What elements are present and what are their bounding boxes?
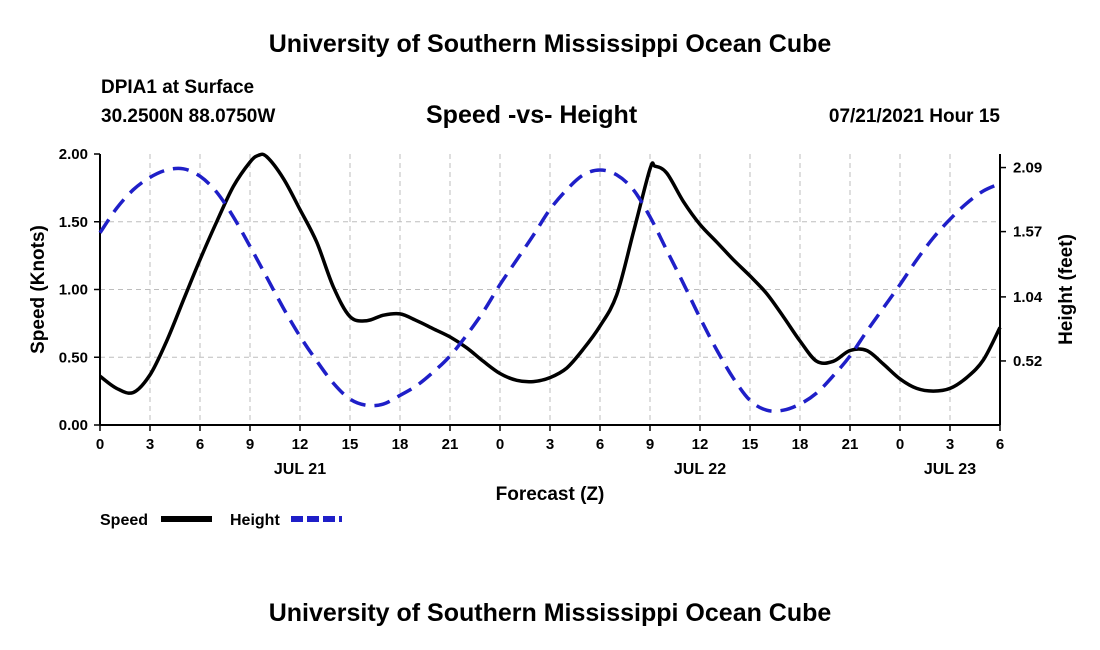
x-tick-label: 3 (946, 436, 954, 453)
x-tick-label: 9 (646, 436, 654, 453)
legend-label-speed: Speed (100, 512, 148, 529)
y-left-tick-label: 0.50 (59, 349, 88, 366)
x-tick-label: 3 (546, 436, 554, 453)
y-left-tick-label: 0.00 (59, 417, 88, 434)
legend-label-height: Height (230, 512, 280, 529)
date-label: JUL 21 (274, 461, 326, 478)
coordinates-label: 30.2500N 88.0750W (101, 106, 276, 127)
series-line-speed (98, 152, 1002, 395)
y-right-axis-label: Height (feet) (1056, 234, 1077, 345)
date-label: JUL 22 (674, 461, 726, 478)
x-tick-label: 6 (196, 436, 204, 453)
x-tick-label: 12 (292, 436, 309, 453)
forecast-date: 07/21/2021 Hour 15 (828, 106, 1000, 127)
x-tick-label: 21 (442, 436, 459, 453)
date-label: JUL 23 (924, 461, 976, 478)
x-tick-label: 15 (742, 436, 759, 453)
x-tick-label: 12 (692, 436, 709, 453)
series-line-height (98, 166, 1001, 413)
x-tick-label: 18 (392, 436, 409, 453)
y-right-tick-label: 1.57 (1013, 224, 1042, 241)
y-left-tick-label: 2.00 (59, 146, 88, 163)
x-tick-label: 15 (342, 436, 359, 453)
x-tick-label: 9 (246, 436, 254, 453)
x-tick-label: 0 (496, 436, 504, 453)
x-tick-label: 3 (146, 436, 154, 453)
x-tick-label: 0 (896, 436, 904, 453)
station-label: DPIA1 at Surface (101, 77, 255, 98)
y-right-tick-label: 2.09 (1013, 160, 1042, 177)
y-left-tick-label: 1.00 (59, 282, 88, 299)
x-tick-label: 6 (996, 436, 1004, 453)
y-left-tick-label: 1.50 (59, 214, 88, 231)
x-axis-label: Forecast (Z) (496, 484, 605, 505)
y-right-tick-label: 0.52 (1013, 353, 1042, 370)
chart-subtitle: Speed -vs- Height (426, 101, 638, 129)
page-title: University of Southern Mississippi Ocean… (268, 30, 832, 58)
x-tick-label: 18 (792, 436, 809, 453)
footer-title: University of Southern Mississippi Ocean… (268, 599, 832, 627)
x-tick-label: 6 (596, 436, 604, 453)
y-left-axis-label: Speed (Knots) (28, 225, 49, 354)
y-right-tick-label: 1.04 (1013, 289, 1043, 306)
x-tick-label: 21 (842, 436, 859, 453)
x-tick-label: 0 (96, 436, 104, 453)
